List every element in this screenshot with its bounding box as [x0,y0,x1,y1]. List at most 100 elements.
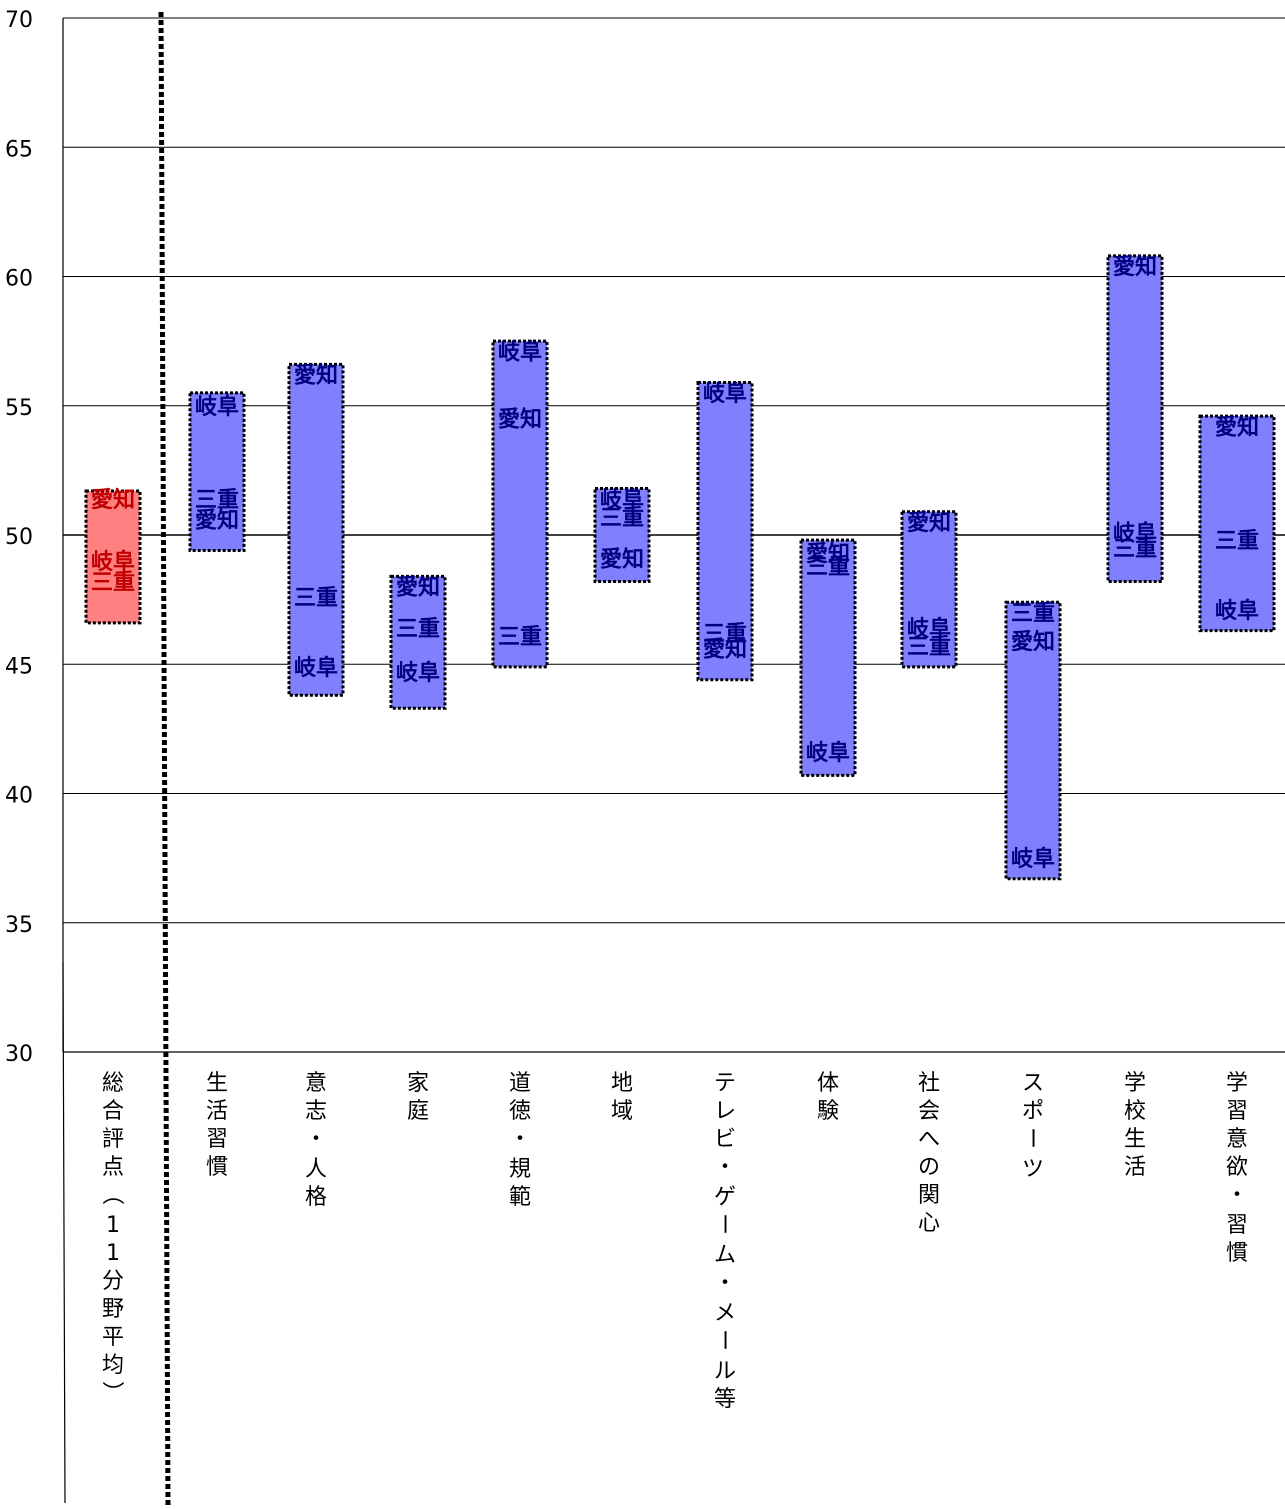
category-char: テ [714,1071,736,1096]
point-label: 岐阜 [907,616,951,642]
category-char: 慣 [206,1155,228,1180]
category-char: ） [99,1381,124,1403]
category-label: 意志・人格 [305,1071,327,1210]
category-char: 習 [206,1127,228,1152]
range-bar [1004,600,1062,881]
category-char: 1 [106,1213,120,1238]
point-labels: 愛知岐阜三重岐阜三重愛知愛知三重岐阜愛知三重岐阜岐阜愛知三重岐阜三重愛知岐阜三重… [91,254,1259,872]
point-label: 岐阜 [1113,520,1157,546]
category-char: 習 [1226,1213,1248,1238]
point-label: 三重 [907,635,951,660]
category-char: 活 [206,1099,228,1124]
point-label: 愛知 [806,541,850,567]
category-char: 慣 [1226,1241,1248,1266]
category-char: 野 [102,1297,124,1322]
y-axis-ticks: 30 35 40 45 50 55 60 65 70 [5,8,33,1067]
range-bar [593,486,651,584]
category-char: 地 [611,1071,633,1096]
category-char: ・ [1226,1183,1248,1208]
point-label: 三重 [1215,529,1259,554]
category-char: 平 [102,1325,124,1350]
separator-dotted-line [158,11,171,1506]
y-tick-label: 60 [5,267,33,292]
point-label: 三重 [195,488,239,513]
point-label: 岐阜 [396,660,440,686]
point-label: 愛知 [498,407,542,433]
range-bar [1198,414,1276,633]
category-char: 活 [1124,1155,1146,1180]
category-char: 点 [102,1155,124,1180]
point-label: 岐阜 [600,487,644,513]
range-bar [900,510,958,669]
category-char: ツ [1022,1157,1044,1182]
point-label: 岐阜 [806,740,850,766]
category-char: メ [714,1301,736,1326]
point-label: 岐阜 [703,381,747,407]
category-char: 徳 [509,1099,531,1124]
point-label: 岐阜 [1215,598,1259,624]
category-char: （ [99,1183,124,1205]
category-char: ・ [509,1127,531,1152]
category-char: 評 [102,1127,124,1152]
category-char: 志 [305,1099,327,1124]
y-tick-label: 55 [5,396,33,421]
category-char: 道 [509,1071,531,1096]
point-label: 愛知 [294,363,338,389]
category-char: 格 [305,1185,327,1210]
y-tick-label: 65 [5,137,33,162]
category-char: 心 [918,1211,940,1236]
category-char: ポ [1022,1099,1044,1124]
axes [62,11,1285,1506]
category-char: ム [714,1243,736,1268]
category-char: ー [711,1329,736,1351]
y-tick-label: 45 [5,654,33,679]
range-bar [1106,254,1164,584]
category-char: 庭 [407,1099,429,1124]
category-char: の [918,1155,940,1180]
point-label: 愛知 [91,487,135,513]
category-char: ・ [714,1271,736,1296]
category-char: ス [1022,1071,1044,1096]
category-char: 欲 [1226,1155,1248,1180]
category-char: 家 [407,1071,429,1096]
category-char: 験 [817,1099,839,1124]
point-label: 三重 [91,571,135,596]
category-char: ・ [305,1127,327,1152]
point-label: 愛知 [907,510,951,536]
category-char: 人 [305,1157,327,1182]
label-area-frame-line [62,961,66,1504]
category-char: ル [714,1359,736,1384]
category-char: 生 [206,1071,228,1096]
category-char: へ [918,1127,940,1152]
category-char: 域 [611,1099,633,1124]
point-label: 岐阜 [91,549,135,575]
category-label: 体験 [817,1071,839,1124]
category-char: ビ [714,1127,736,1152]
range-bar [287,362,345,697]
y-tick-label: 50 [5,525,33,550]
category-char: ー [1019,1127,1044,1149]
point-label: 愛知 [703,637,747,663]
y-tick-label: 30 [5,1042,33,1067]
point-label: 愛知 [1011,629,1055,655]
y-tick-label: 40 [5,784,33,809]
category-char: 合 [102,1099,124,1124]
point-label: 三重 [1113,537,1157,562]
category-label: 地域 [611,1071,633,1124]
category-char: 社 [918,1071,940,1096]
category-char: ゲ [714,1185,736,1210]
category-char: 習 [1226,1099,1248,1124]
category-char: 1 [106,1241,120,1266]
category-char: 関 [918,1183,940,1208]
point-label: 愛知 [1215,414,1259,440]
category-label: 家庭 [407,1071,429,1124]
point-label: 岐阜 [294,655,338,681]
category-char: 総 [102,1071,124,1096]
category-label: 道徳・規範 [509,1071,531,1210]
